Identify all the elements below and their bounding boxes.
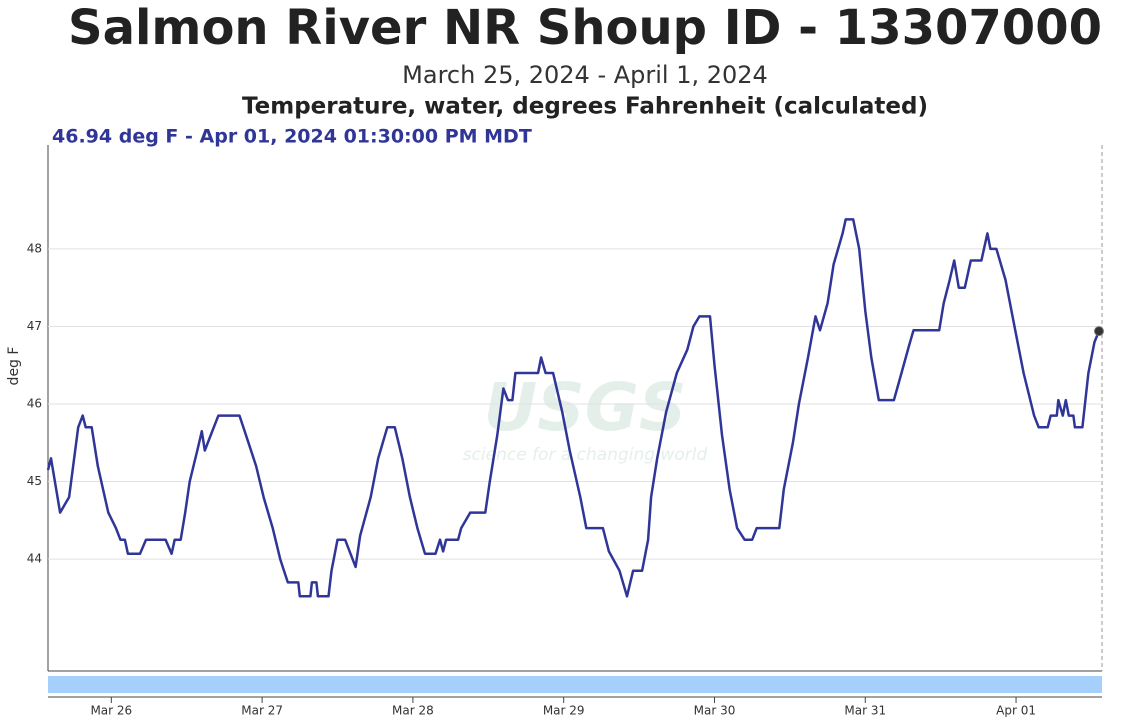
y-axis-label: deg F	[6, 347, 22, 386]
x-tick-label: Mar 30	[694, 704, 736, 718]
x-tick-label: Mar 31	[844, 704, 886, 718]
navigator[interactable]	[48, 676, 1102, 693]
watermark-tagline: science for a changing world	[463, 445, 708, 465]
y-tick-label: 44	[27, 552, 42, 566]
x-tick-label: Mar 28	[392, 704, 434, 718]
data-line	[46, 218, 1101, 598]
x-tick-label: Mar 27	[241, 704, 283, 718]
x-tick-label: Apr 01	[996, 704, 1036, 718]
x-tick-label: Mar 26	[90, 704, 132, 718]
chart-title: Salmon River NR Shoup ID - 13307000	[68, 0, 1102, 56]
y-tick-label: 45	[27, 474, 42, 488]
y-tick-label: 48	[27, 241, 42, 255]
y-tick-label: 46	[27, 397, 42, 411]
y-tick-label: 47	[27, 319, 42, 333]
watermark-logo: USGS	[484, 369, 687, 446]
current-point	[1093, 326, 1104, 337]
readout: 46.94 deg F - Apr 01, 2024 01:30:00 PM M…	[52, 126, 532, 148]
chart-subtitle: March 25, 2024 - April 1, 2024	[402, 61, 768, 89]
parameter-name: Temperature, water, degrees Fahrenheit (…	[242, 94, 928, 120]
x-tick-label: Mar 29	[543, 704, 585, 718]
